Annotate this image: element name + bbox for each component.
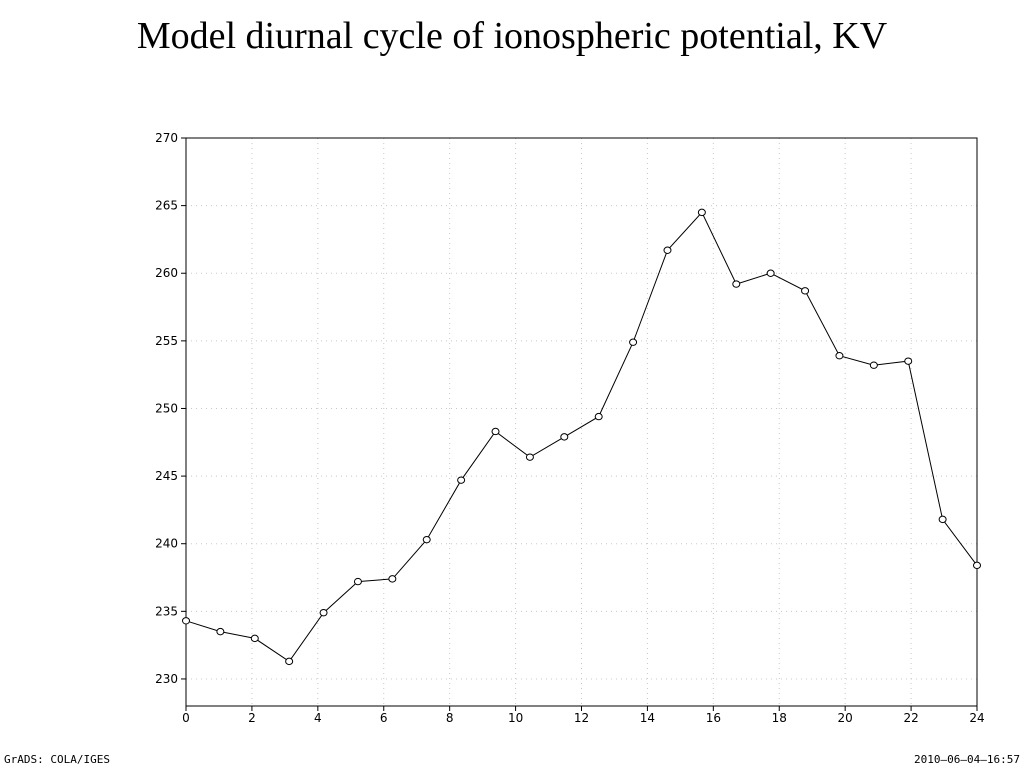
series-line — [185, 211, 978, 663]
data-point — [216, 627, 225, 636]
data-point — [319, 608, 328, 617]
footer-timestamp: 2010–06–04–16:57 — [914, 753, 1020, 766]
x-tick-label: 20 — [838, 711, 853, 725]
x-tick-label: 10 — [508, 711, 523, 725]
y-tick-label: 255 — [155, 334, 178, 348]
data-point — [491, 427, 500, 436]
grid-lines — [186, 138, 977, 706]
data-point — [801, 287, 810, 295]
x-tick-label: 2 — [248, 711, 256, 725]
x-tick-label: 12 — [574, 711, 589, 725]
y-tick-label: 235 — [155, 604, 178, 618]
data-point — [250, 634, 259, 643]
x-axis: 0 2 4 6 8 10 12 14 16 18 20 22 24 — [182, 706, 985, 725]
data-point — [869, 361, 878, 369]
chart-title: Model diurnal cycle of ionospheric poten… — [136, 15, 888, 57]
data-point — [422, 535, 431, 544]
y-tick-label: 240 — [155, 537, 178, 551]
data-point — [938, 515, 947, 524]
y-tick-label: 270 — [155, 131, 178, 145]
y-axis: 230 235 240 245 250 255 260 265 270 — [155, 131, 186, 686]
x-tick-label: 18 — [772, 711, 787, 725]
data-point — [560, 433, 569, 441]
y-tick-label: 245 — [155, 469, 178, 483]
x-tick-label: 4 — [314, 711, 322, 725]
data-point — [835, 352, 844, 360]
x-tick-label: 16 — [706, 711, 721, 725]
x-tick-label: 24 — [969, 711, 984, 725]
data-point — [766, 269, 775, 277]
y-tick-label: 265 — [155, 199, 178, 213]
x-tick-label: 14 — [640, 711, 655, 725]
data-point — [285, 657, 294, 666]
x-tick-label: 8 — [446, 711, 454, 725]
y-tick-label: 250 — [155, 401, 178, 415]
data-points — [182, 208, 981, 666]
data-point — [697, 208, 706, 217]
data-point — [388, 575, 397, 583]
data-point — [525, 453, 534, 461]
data-point — [594, 412, 603, 421]
data-point — [973, 561, 981, 570]
x-tick-label: 6 — [380, 711, 388, 725]
data-point — [182, 617, 190, 625]
data-point — [663, 246, 672, 254]
y-tick-label: 230 — [155, 672, 178, 686]
x-tick-label: 0 — [182, 711, 190, 725]
data-point — [457, 476, 466, 484]
data-point — [904, 357, 913, 365]
x-tick-label: 22 — [903, 711, 918, 725]
footer-credit: GrADS: COLA/IGES — [4, 753, 110, 766]
y-tick-label: 260 — [155, 266, 178, 280]
data-point — [732, 280, 741, 288]
data-point — [353, 577, 362, 586]
data-point — [629, 338, 638, 346]
